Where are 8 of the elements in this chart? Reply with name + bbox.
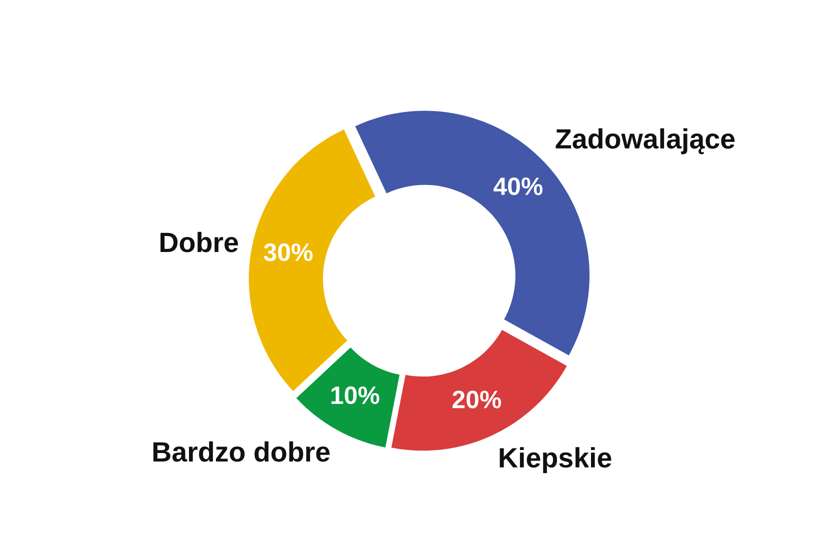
slice-label: Dobre: [160, 232, 238, 252]
data-label: 30%: [264, 243, 313, 262]
data-label: 20%: [452, 390, 502, 408]
slice-label: Kiepskie: [500, 447, 612, 474]
data-label: 40%: [494, 177, 543, 196]
data-label: 10%: [331, 386, 380, 404]
slice-label: Zadowalające: [556, 128, 735, 154]
slice-label: Bardzo dobre: [153, 441, 330, 462]
